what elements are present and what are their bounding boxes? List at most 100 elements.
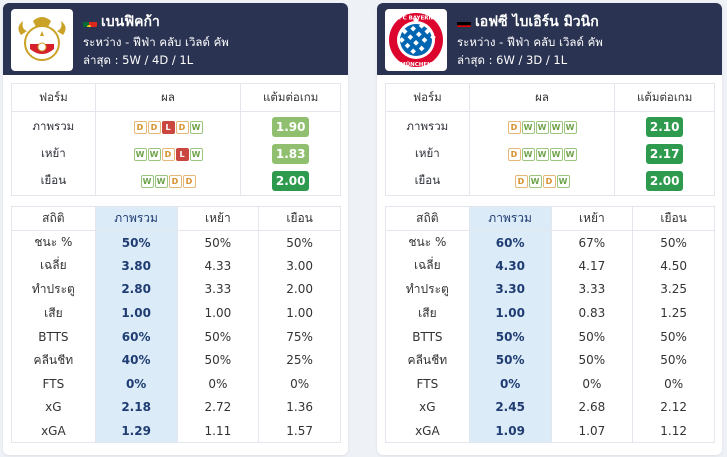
- stats-row: ชนะ % 60% 67% 50%: [385, 230, 715, 255]
- last-record: ล่าสุด : 6W / 3D / 1L: [457, 53, 568, 67]
- stat-away: 4.50: [660, 258, 687, 273]
- stat-away: 50%: [660, 235, 687, 250]
- result-chip[interactable]: D: [161, 147, 175, 161]
- result-chip[interactable]: D: [514, 175, 528, 189]
- form-row-label: ภาพรวม: [11, 111, 96, 140]
- stat-home: 1.00: [177, 301, 260, 325]
- result-chip[interactable]: W: [521, 147, 535, 161]
- form-row-label: เยือน: [385, 167, 470, 196]
- team-name[interactable]: เอฟซี ไบเอิร์น มิวนิก: [475, 14, 599, 30]
- stats-row: ทำประตู 3.30 3.33 3.25: [385, 277, 715, 302]
- result-chip[interactable]: W: [528, 175, 542, 189]
- stat-label: เฉลี่ย: [11, 254, 96, 278]
- bayern-crest-icon[interactable]: FC BAYERN MÜNCHEN: [385, 9, 447, 71]
- stats-row: xG 2.18 2.72 1.36: [11, 395, 341, 420]
- result-chip[interactable]: W: [556, 175, 570, 189]
- team-name[interactable]: เบนฟิคก้า: [101, 14, 160, 30]
- stat-away: 1.25: [660, 306, 687, 321]
- stat-home: 2.72: [177, 395, 260, 420]
- result-chip[interactable]: L: [175, 147, 189, 161]
- result-chip[interactable]: D: [182, 175, 196, 189]
- ppg-header: แต้มต่อเกม: [240, 83, 341, 112]
- form-row: ภาพรวม D D L D W 1.90: [11, 111, 341, 140]
- stats-row: คลีนชีท 40% 50% 25%: [11, 348, 341, 373]
- stat-away: 2.12: [660, 400, 687, 415]
- result-chip[interactable]: W: [189, 120, 203, 134]
- result-chip[interactable]: D: [507, 147, 521, 161]
- result-chip[interactable]: W: [535, 120, 549, 134]
- stat-overall: 2.80: [95, 277, 178, 302]
- stat-home: 50%: [177, 230, 260, 255]
- stats-row: ทำประตู 2.80 3.33 2.00: [11, 277, 341, 302]
- form-row-label: เหย้า: [385, 139, 470, 168]
- away-header[interactable]: เยือน: [632, 206, 715, 231]
- stat-home: 1.11: [177, 419, 260, 443]
- benfica-crest-icon[interactable]: [11, 9, 73, 71]
- stats-row: ชนะ % 50% 50% 50%: [11, 230, 341, 255]
- result-chip[interactable]: D: [147, 120, 161, 134]
- form-table: ฟอร์ม ผล แต้มต่อเกม ภาพรวม D D L D W 1.90 เหย้า…: [11, 83, 341, 196]
- ppg-header: แต้มต่อเกม: [614, 83, 715, 112]
- ppg-badge: 2.17: [645, 143, 684, 164]
- stat-away: 50%: [286, 235, 313, 250]
- stat-label: เสีย: [11, 301, 96, 325]
- stat-overall: 3.30: [469, 277, 552, 302]
- stats-row: คลีนชีท 50% 50% 50%: [385, 348, 715, 373]
- result-chip[interactable]: W: [154, 175, 168, 189]
- stat-overall: 1.29: [95, 419, 178, 443]
- result-chip[interactable]: D: [507, 120, 521, 134]
- away-header[interactable]: เยือน: [258, 206, 341, 231]
- germany-flag-icon: [457, 17, 471, 27]
- result-chip[interactable]: W: [535, 147, 549, 161]
- stat-home: 50%: [551, 348, 634, 373]
- result-chip[interactable]: D: [168, 175, 182, 189]
- stats-row: xG 2.45 2.68 2.12: [385, 395, 715, 420]
- home-header[interactable]: เหย้า: [177, 206, 260, 231]
- form-rows: ภาพรวม D D L D W 1.90 เหย้า W W D L W 1.83 เยือน W W D D 2.…: [11, 111, 341, 196]
- result-chip[interactable]: W: [140, 175, 154, 189]
- form-row-label: เยือน: [11, 167, 96, 196]
- result-chip[interactable]: W: [549, 147, 563, 161]
- form-row: เยือน W W D D 2.00: [11, 167, 341, 196]
- result-chip[interactable]: D: [175, 120, 189, 134]
- home-header[interactable]: เหย้า: [551, 206, 634, 231]
- stat-overall: 2.18: [95, 395, 178, 420]
- result-chip[interactable]: D: [133, 120, 147, 134]
- stat-home: 50%: [177, 348, 260, 373]
- stat-away: 2.00: [286, 282, 313, 297]
- stat-label: เสีย: [385, 301, 470, 325]
- result-chip[interactable]: W: [549, 120, 563, 134]
- result-chip[interactable]: W: [563, 120, 577, 134]
- result-chip[interactable]: D: [542, 175, 556, 189]
- stats-table: สถิติ ภาพรวม เหย้า เยือน ชนะ % 50% 50% 50% เ…: [11, 206, 341, 444]
- stat-label: คลีนชีท: [385, 348, 470, 373]
- result-chip[interactable]: W: [147, 147, 161, 161]
- stat-away: 75%: [286, 329, 313, 344]
- ppg-badge: 1.83: [271, 143, 310, 164]
- stats-row: เฉลี่ย 4.30 4.17 4.50: [385, 254, 715, 278]
- stat-home: 0%: [177, 372, 260, 396]
- result-chip[interactable]: W: [563, 147, 577, 161]
- ppg-cell: 2.00: [241, 168, 341, 196]
- stat-overall: 60%: [95, 324, 178, 349]
- competition-label: ระหว่าง - ฟีฟ่า คลับ เวิลด์ คัพ: [457, 35, 603, 49]
- results-header: ผล: [95, 83, 242, 112]
- stats-row: BTTS 60% 50% 75%: [11, 324, 341, 349]
- stat-label: xGA: [11, 419, 96, 443]
- stat-overall: 40%: [95, 348, 178, 373]
- overall-header[interactable]: ภาพรวม: [469, 206, 552, 231]
- svg-text:FC BAYERN: FC BAYERN: [399, 16, 434, 22]
- result-chip[interactable]: L: [161, 120, 175, 134]
- result-chip[interactable]: W: [189, 147, 203, 161]
- result-chip[interactable]: W: [133, 147, 147, 161]
- stat-overall: 60%: [469, 230, 552, 255]
- stat-away: 25%: [286, 353, 313, 368]
- overall-header[interactable]: ภาพรวม: [95, 206, 178, 231]
- stat-label: xGA: [385, 419, 470, 443]
- form-header: ฟอร์ม: [11, 83, 96, 112]
- stat-home: 1.07: [551, 419, 634, 443]
- result-chip[interactable]: W: [521, 120, 535, 134]
- stat-label: เฉลี่ย: [385, 254, 470, 278]
